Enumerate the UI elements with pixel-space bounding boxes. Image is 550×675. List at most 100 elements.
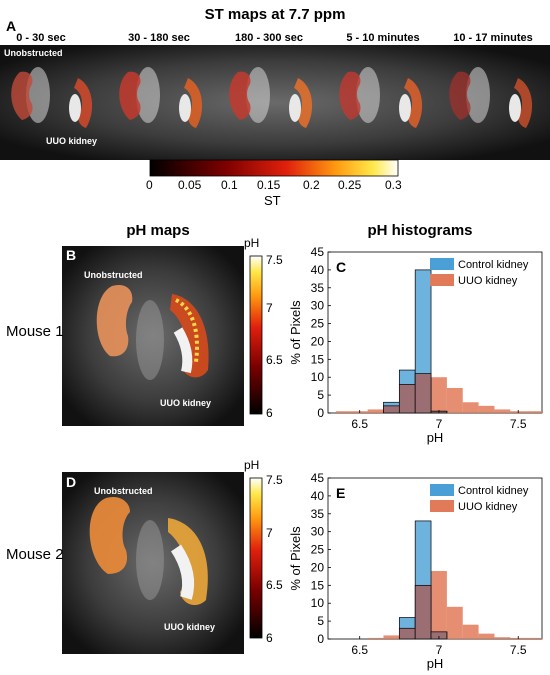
st-tick-6: 0.3 xyxy=(385,178,402,192)
x-tick-label: 6.5 xyxy=(351,643,368,657)
uuo-bar xyxy=(494,409,511,413)
mouse-2-label: Mouse 2 xyxy=(6,546,64,563)
panel-letter: E xyxy=(336,485,345,501)
y-tick-label: 20 xyxy=(311,560,325,574)
uuo-bar xyxy=(494,637,511,639)
time-label-4: 5 - 10 minutes xyxy=(346,32,420,44)
x-tick-label: 7 xyxy=(436,643,443,657)
y-tick-label: 0 xyxy=(317,406,324,420)
ph-colorbar-2-label: pH xyxy=(244,458,260,472)
overlap-bar xyxy=(414,373,432,414)
overlap-bar xyxy=(383,405,400,414)
st-tick-3: 0.15 xyxy=(257,178,281,192)
st-tick-4: 0.2 xyxy=(303,178,320,192)
y-tick-label: 30 xyxy=(311,299,325,313)
ph2-tick-75: 7.5 xyxy=(266,473,283,487)
legend-label-control: Control kidney xyxy=(458,485,529,497)
y-tick-label: 35 xyxy=(311,507,325,521)
st-colorbar-label: ST xyxy=(264,193,281,208)
panel-a-frame-5 xyxy=(449,67,533,128)
uuo-bar xyxy=(335,411,352,413)
overlap-bar xyxy=(398,627,416,640)
y-tick-label: 45 xyxy=(311,245,325,259)
x-axis-label: pH xyxy=(427,656,444,671)
figure-title: ST maps at 7.7 ppm xyxy=(204,6,346,23)
panel-d-letter: D xyxy=(66,474,77,490)
ph1-tick-75: 7.5 xyxy=(266,253,283,267)
uuo-bar xyxy=(462,402,479,413)
y-axis-label: % of Pixels xyxy=(288,526,303,591)
panel-a-frame-4 xyxy=(339,67,423,128)
legend-label-control: Control kidney xyxy=(458,259,529,271)
uuo-bar xyxy=(431,377,447,413)
ph-colorbar-1 xyxy=(249,255,263,415)
y-tick-label: 35 xyxy=(311,281,325,295)
overlap-bar xyxy=(414,584,432,640)
y-tick-label: 40 xyxy=(311,489,325,503)
x-axis-label: pH xyxy=(427,430,444,445)
y-tick-label: 10 xyxy=(311,596,325,610)
panel-b-unobstructed-label: Unobstructed xyxy=(84,270,143,280)
x-tick-label: 7.5 xyxy=(510,643,527,657)
st-tick-0: 0 xyxy=(146,178,153,192)
ph1-tick-6: 6 xyxy=(266,406,273,420)
x-tick-label: 7.5 xyxy=(510,417,527,431)
ph-histograms-title: pH histograms xyxy=(367,222,473,239)
uuo-bar xyxy=(526,411,542,413)
x-tick-label: 6.5 xyxy=(351,417,368,431)
panel-d-unobstructed-label: Unobstructed xyxy=(94,486,153,496)
time-label-3: 180 - 300 sec xyxy=(235,32,303,44)
legend-label-uuo: UUO kidney xyxy=(458,275,518,287)
ph2-tick-6: 6 xyxy=(266,631,273,645)
panel-b-mri xyxy=(62,246,244,426)
y-tick-label: 45 xyxy=(311,471,325,485)
y-tick-label: 25 xyxy=(311,543,325,557)
panel-a-frame-3 xyxy=(229,67,313,128)
time-label-5: 10 - 17 minutes xyxy=(453,32,533,44)
y-tick-label: 40 xyxy=(311,263,325,277)
ph1-tick-65: 6.5 xyxy=(266,353,283,367)
panel-a-unobstructed-label: Unobstructed xyxy=(4,48,63,58)
panel-b-uuo-label: UUO kidney xyxy=(160,398,212,408)
uuo-bar xyxy=(383,635,400,639)
panel-a-frame-2 xyxy=(119,67,203,128)
st-tick-2: 0.1 xyxy=(221,178,238,192)
uuo-bar xyxy=(367,637,384,639)
x-tick-label: 7 xyxy=(436,417,443,431)
st-tick-5: 0.25 xyxy=(338,178,362,192)
st-colorbar xyxy=(149,159,399,177)
panel-a-uuo-label: UUO kidney xyxy=(46,136,98,146)
uuo-bar xyxy=(478,405,495,413)
uuo-bar xyxy=(446,387,463,413)
histogram-e: 0 5 10 15 20 25 30 35 40 45 6.5 7 7.5 pH % of Pixels E C… xyxy=(288,471,543,671)
y-tick-label: 30 xyxy=(311,525,325,539)
ph2-tick-7: 7 xyxy=(266,526,273,540)
y-tick-label: 0 xyxy=(317,632,324,646)
time-label-1: 0 - 30 sec xyxy=(16,32,66,44)
ph2-tick-65: 6.5 xyxy=(266,578,283,592)
ph-maps-title: pH maps xyxy=(126,222,190,239)
legend-swatch-control xyxy=(430,484,454,496)
panel-a-frame-1 xyxy=(11,67,93,128)
uuo-bar xyxy=(446,606,463,639)
time-label-2: 30 - 180 sec xyxy=(128,32,190,44)
legend-swatch-uuo xyxy=(430,274,454,286)
y-tick-label: 5 xyxy=(317,388,324,402)
panel-d-mri xyxy=(62,472,244,654)
overlap-bar xyxy=(398,384,416,414)
legend-swatch-control xyxy=(430,258,454,270)
y-tick-label: 15 xyxy=(311,578,325,592)
legend-swatch-uuo xyxy=(430,500,454,512)
legend-label-uuo: UUO kidney xyxy=(458,501,518,513)
y-axis-label: % of Pixels xyxy=(288,300,303,365)
mouse-1-label: Mouse 1 xyxy=(6,323,64,340)
y-tick-label: 15 xyxy=(311,352,325,366)
panel-a-letter: A xyxy=(6,18,17,34)
uuo-bar xyxy=(478,633,495,639)
uuo-bar xyxy=(431,571,447,639)
y-tick-label: 5 xyxy=(317,614,324,628)
panel-b-letter: B xyxy=(66,247,77,263)
y-tick-label: 25 xyxy=(311,317,325,331)
ph1-tick-7: 7 xyxy=(266,301,273,315)
